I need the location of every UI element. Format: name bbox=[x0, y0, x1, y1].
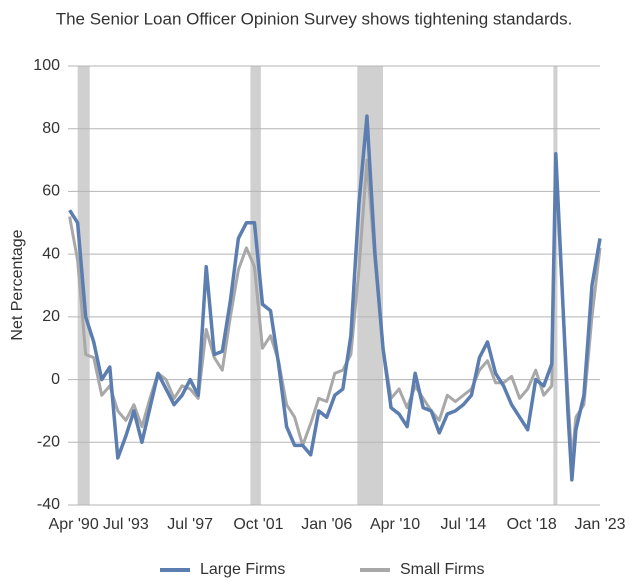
y-tick-label: 80 bbox=[42, 120, 60, 137]
legend-label: Large Firms bbox=[200, 561, 285, 578]
x-tick-label: Apr '90 bbox=[49, 516, 99, 533]
x-tick-label: Oct '18 bbox=[507, 516, 557, 533]
x-tick-label: Jan '23 bbox=[574, 516, 625, 533]
y-tick-label: -20 bbox=[37, 434, 60, 451]
x-tick-label: Jul '97 bbox=[167, 516, 213, 533]
series-line bbox=[68, 114, 602, 482]
x-tick-label: Oct '01 bbox=[233, 516, 283, 533]
y-tick-label: 60 bbox=[42, 183, 60, 200]
chart-title: The Senior Loan Officer Opinion Survey s… bbox=[56, 9, 573, 28]
legend-label: Small Firms bbox=[400, 561, 484, 578]
y-tick-label: -40 bbox=[37, 496, 60, 513]
x-tick-label: Jul '14 bbox=[441, 516, 487, 533]
y-tick-label: 100 bbox=[33, 57, 60, 74]
y-tick-label: 0 bbox=[51, 371, 60, 388]
y-axis-label: Net Percentage bbox=[9, 229, 26, 340]
x-tick-label: Jan '06 bbox=[301, 516, 352, 533]
x-tick-label: Jul '93 bbox=[103, 516, 149, 533]
x-tick-label: Apr '10 bbox=[370, 516, 420, 533]
recession-band bbox=[553, 66, 558, 505]
y-tick-label: 40 bbox=[42, 245, 60, 262]
y-tick-label: 20 bbox=[42, 308, 60, 325]
